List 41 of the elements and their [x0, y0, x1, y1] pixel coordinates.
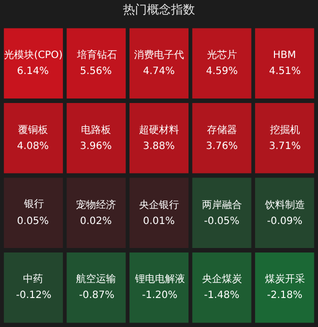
- data-label: 3.88%: [143, 141, 175, 152]
- category-label: 电路板: [81, 124, 111, 136]
- category-label: HBM: [273, 50, 296, 61]
- data-label: 0.02%: [80, 216, 112, 227]
- data-label: 3.71%: [269, 141, 301, 152]
- category-label: 挖掘机: [270, 124, 300, 136]
- data-label: -1.48%: [204, 290, 240, 301]
- data-label: 0.05%: [17, 216, 49, 227]
- category-label: 光芯片: [207, 49, 237, 61]
- data-label: -0.87%: [79, 290, 114, 301]
- data-label: -0.09%: [267, 216, 302, 227]
- data-label: 4.08%: [17, 141, 49, 152]
- data-label: 3.96%: [80, 141, 112, 152]
- data-label: -0.05%: [204, 216, 240, 227]
- data-label: 3.76%: [206, 141, 238, 152]
- category-label: 央企银行: [139, 199, 179, 211]
- category-label: 光模块(CPO): [4, 49, 63, 61]
- data-label: 6.14%: [17, 66, 49, 77]
- data-label: 0.01%: [143, 216, 175, 227]
- data-label: 4.51%: [269, 66, 301, 77]
- data-label: 4.74%: [143, 66, 175, 77]
- category-label: 覆铜板: [18, 124, 48, 136]
- category-label: 航空运输: [76, 273, 116, 285]
- category-label: 培育钻石: [76, 49, 117, 61]
- category-label: 银行: [23, 199, 44, 210]
- category-label: 超硬材料: [139, 124, 179, 136]
- data-label: -1.20%: [142, 290, 178, 301]
- data-label: -0.12%: [16, 290, 52, 301]
- category-label: 锂电电解液: [134, 273, 185, 285]
- data-label: 5.56%: [80, 66, 112, 77]
- category-label: 宠物经济: [76, 199, 116, 211]
- category-label: 两岸融合: [202, 199, 242, 211]
- text: 热门概念指数: [123, 2, 195, 16]
- data-label: -2.18%: [267, 290, 302, 301]
- category-label: 饮料制造: [264, 199, 305, 211]
- category-label: 央企煤炭: [202, 273, 242, 285]
- category-label: 存储器: [207, 124, 237, 136]
- category-label: 煤炭开采: [265, 273, 305, 285]
- category-label: 消费电子代: [134, 49, 184, 61]
- data-label: 4.59%: [206, 66, 238, 77]
- category-label: 中药: [23, 273, 43, 285]
